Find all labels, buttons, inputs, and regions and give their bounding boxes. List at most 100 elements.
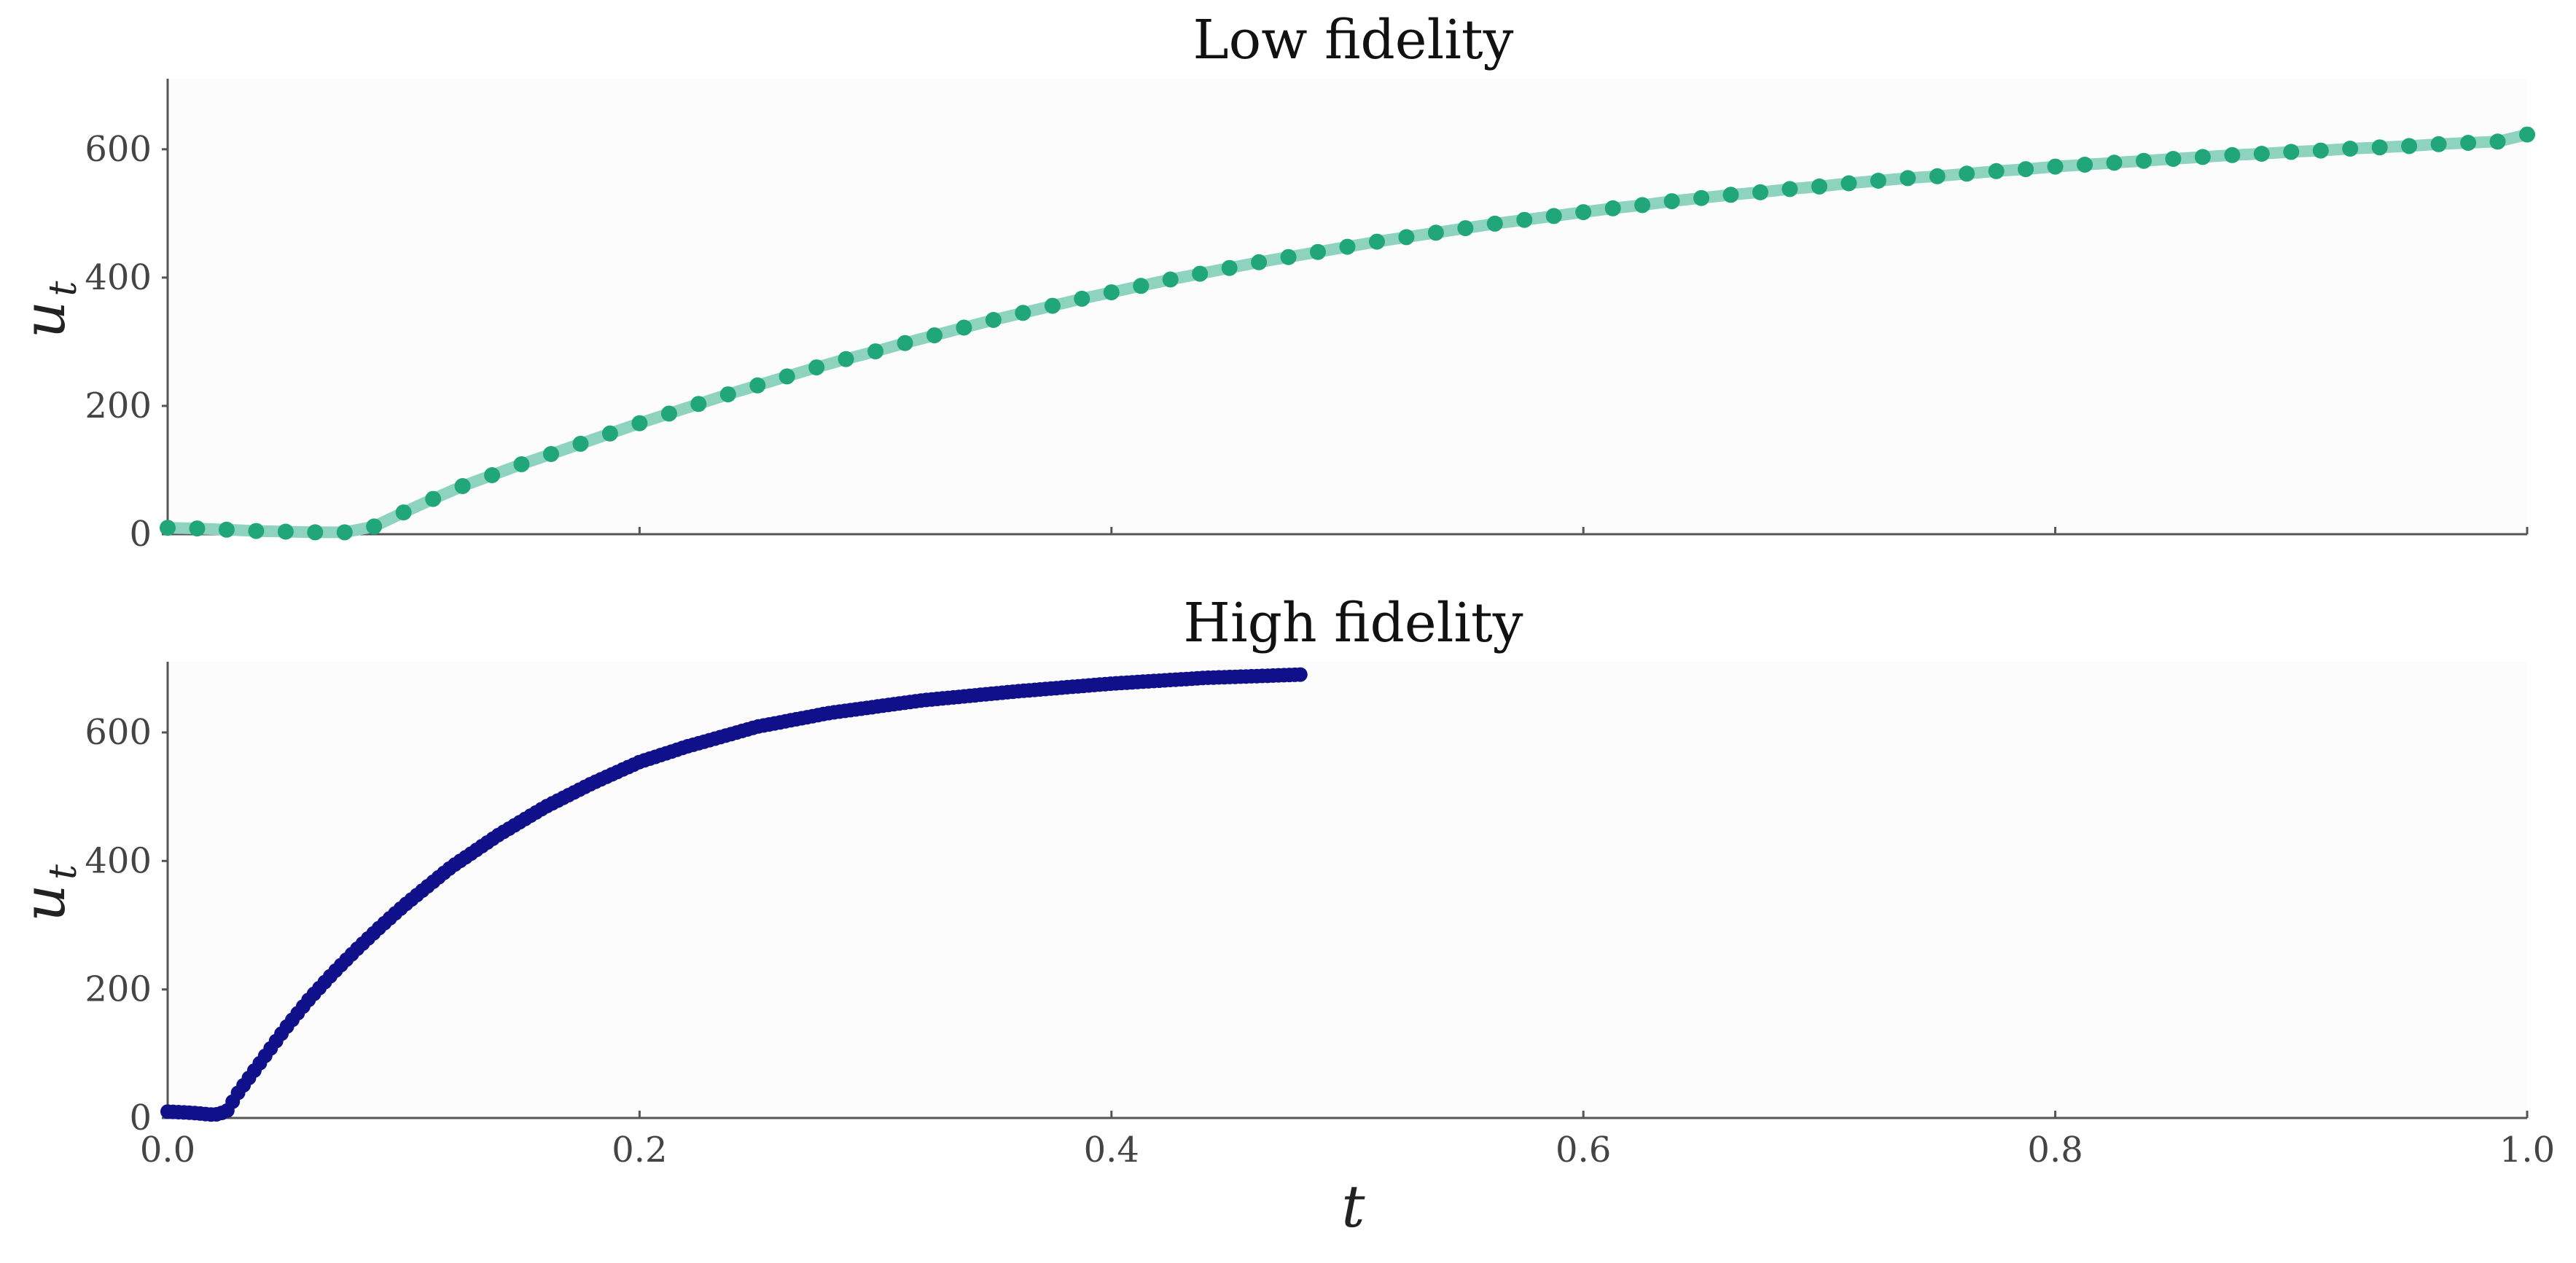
panel-low-fidelity: Low fidelity 0 200 400 600 u t	[10, 9, 2535, 555]
y-tick-label: 600	[85, 129, 152, 170]
data-point	[985, 312, 1002, 328]
plot-area-high-fidelity	[168, 662, 2527, 1118]
data-point	[601, 425, 618, 442]
data-point	[1310, 243, 1326, 260]
data-point	[1339, 238, 1356, 255]
data-point	[778, 368, 795, 385]
data-point	[2460, 135, 2477, 151]
axes-high-fidelity: 0 200 400 600 0.0 0.2 0.4 0.6 0.8 1.0	[85, 662, 2555, 1170]
data-point	[1457, 220, 1474, 237]
x-tick-label: 1.0	[2499, 1130, 2555, 1170]
y-tick-label: 200	[85, 969, 152, 1010]
data-point	[1663, 193, 1680, 210]
data-point	[897, 335, 913, 351]
data-point	[1486, 215, 1503, 232]
data-point	[2077, 157, 2093, 173]
data-point	[484, 467, 501, 483]
data-point	[2430, 136, 2447, 152]
data-point	[1811, 178, 1827, 195]
data-point	[1752, 184, 1768, 200]
data-point	[2224, 146, 2241, 163]
x-tick-label: 0.0	[140, 1130, 195, 1170]
data-point	[690, 396, 707, 412]
data-point	[1398, 229, 1415, 246]
data-point	[189, 520, 206, 537]
y-tick-label: 0	[129, 514, 152, 555]
data-point	[1959, 165, 1975, 182]
data-point	[808, 359, 825, 376]
data-point	[160, 520, 176, 536]
data-point	[1280, 249, 1297, 265]
data-point	[1162, 271, 1179, 288]
data-point	[1103, 284, 1120, 301]
panel-title-low-fidelity: Low fidelity	[1193, 9, 1514, 71]
x-tick-label: 0.4	[1084, 1130, 1139, 1170]
data-point	[1870, 173, 1886, 189]
y-axis-label-main: u	[10, 301, 78, 339]
y-axis-label-subscript: t	[42, 864, 85, 880]
data-point	[1604, 200, 1621, 216]
data-point	[307, 524, 324, 541]
data-point	[1427, 224, 1444, 241]
data-point	[2489, 133, 2506, 150]
y-tick-label: 400	[85, 840, 152, 881]
data-point	[248, 523, 265, 539]
data-point	[1516, 211, 1533, 228]
data-point	[2401, 138, 2418, 155]
data-point	[1693, 189, 1710, 206]
data-point	[1634, 197, 1651, 214]
x-tick-label: 0.2	[612, 1130, 667, 1170]
data-point	[1369, 233, 1385, 250]
data-point	[2136, 152, 2152, 169]
data-point	[2312, 142, 2329, 159]
y-tick-label: 400	[85, 257, 152, 298]
data-point	[425, 490, 442, 507]
data-point	[454, 478, 471, 494]
plot-area-low-fidelity	[168, 79, 2527, 534]
data-point	[1292, 667, 1308, 682]
y-tick-label: 0	[129, 1098, 152, 1138]
data-point	[2047, 158, 2064, 175]
data-point	[1722, 187, 1739, 203]
y-axis-label-low-fidelity: u t	[10, 281, 85, 339]
data-point	[572, 435, 589, 452]
y-tick-label: 600	[85, 712, 152, 753]
data-point	[2194, 149, 2211, 165]
data-point	[1044, 297, 1061, 314]
data-point	[513, 456, 530, 472]
panel-title-high-fidelity: High fidelity	[1183, 592, 1523, 654]
x-tick-label: 0.6	[1556, 1130, 1611, 1170]
data-point	[1251, 254, 1268, 270]
data-point	[2371, 139, 2388, 156]
data-point	[2342, 141, 2359, 157]
data-point	[1781, 181, 1798, 198]
data-point	[1015, 305, 1031, 321]
data-point	[1988, 163, 2005, 179]
axes-low-fidelity: 0 200 400 600	[85, 79, 2529, 555]
series-low-fidelity	[160, 126, 2535, 541]
data-point	[2253, 146, 2270, 162]
data-point	[2519, 126, 2535, 143]
data-point	[660, 405, 677, 422]
x-axis-label: t	[1341, 1173, 1365, 1240]
data-point	[366, 518, 383, 535]
data-point	[1192, 265, 1209, 282]
data-point	[631, 415, 648, 431]
data-point	[2165, 151, 2182, 167]
data-point	[1221, 259, 1238, 276]
data-point	[218, 521, 235, 538]
data-point	[1900, 170, 1916, 187]
data-point	[1133, 278, 1150, 294]
data-point	[719, 386, 736, 403]
data-point	[749, 377, 766, 394]
data-point	[1545, 208, 1562, 224]
x-tick-label: 0.8	[2027, 1130, 2083, 1170]
series-high-fidelity	[160, 667, 1308, 1122]
data-point	[956, 319, 972, 336]
data-point	[867, 343, 884, 360]
data-point	[277, 523, 294, 540]
y-axis-label-high-fidelity: u t	[10, 864, 85, 922]
panel-high-fidelity: High fidelity 0 200 400 600 0.0 0.2 0.4 0.6 0.8 1…	[10, 592, 2555, 1170]
data-point	[926, 327, 942, 344]
